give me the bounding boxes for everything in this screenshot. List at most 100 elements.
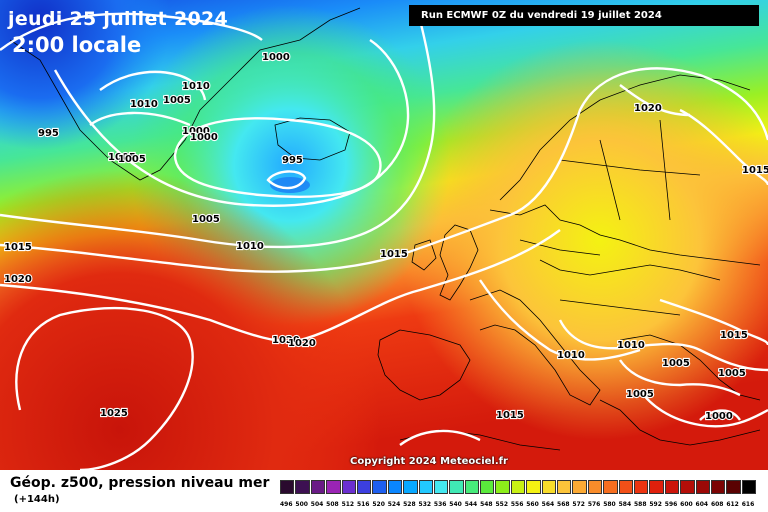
scale-tick-label: 528 [403,501,416,508]
scale-tick-label: 580 [603,501,616,508]
isobars [0,12,768,470]
isobar-label: 1005 [163,95,191,106]
color-swatch [449,480,464,494]
isobar-label: 1000 [705,411,733,422]
scale-cell: 560 [526,480,541,512]
color-swatch [418,480,433,494]
scale-tick-label: 616 [741,501,755,508]
weather-map: 1000 1010 1005 1010 995 1005 1000 1000 1… [0,0,768,470]
scale-cell: 584 [618,480,634,512]
scale-cell: 568 [557,480,572,512]
scale-cell: 552 [495,480,510,512]
scale-tick-label: 564 [541,501,555,508]
isobar-label: 1000 [262,52,290,63]
color-swatch [495,480,510,494]
scale-tick-label: 540 [449,501,462,508]
isobar-label: 1020 [634,103,662,114]
color-swatch [726,480,741,494]
isobar-label: 1005 [662,358,690,369]
scale-cell: 556 [510,480,526,512]
color-swatch [587,480,603,494]
color-swatch [341,480,356,494]
color-swatch [710,480,726,494]
color-swatch [618,480,633,494]
isobar-label: 1015 [4,242,32,253]
color-swatch [387,480,403,494]
scale-cell: 608 [710,480,726,512]
color-swatch [649,480,664,494]
scale-tick-label: 548 [480,501,493,508]
isobar-label: 1025 [100,408,128,419]
scale-cell: 540 [449,480,464,512]
scale-cell: 612 [726,480,741,512]
scale-tick-label: 544 [464,501,478,508]
scale-cell: 596 [664,480,680,512]
scale-tick-label: 572 [572,501,585,508]
scale-cell: 520 [372,480,387,512]
scale-cell: 508 [326,480,341,512]
isobar-label: 1015 [496,410,524,421]
scale-cell: 532 [418,480,434,512]
color-swatch [557,480,572,494]
color-scale: 496 500 504 508 512 516 520 524 528 532 536 540 544 5… [280,480,757,512]
scale-tick-label: 576 [587,501,601,508]
forecast-lead-time: (+144h) [14,494,60,505]
isobar-labels: 1000 1010 1005 1010 995 1005 1000 1000 1… [3,51,768,423]
color-swatch [280,480,295,494]
scale-tick-label: 496 [280,501,293,508]
scale-tick-label: 612 [726,501,739,508]
scale-tick-label: 520 [372,501,385,508]
scale-cell: 616 [741,480,757,512]
scale-cell: 580 [603,480,618,512]
color-swatch [572,480,587,494]
scale-tick-label: 504 [310,501,324,508]
scale-cell: 524 [387,480,403,512]
isobar-label: 1020 [4,274,32,285]
isobar-label: 995 [282,155,303,166]
color-swatch [526,480,541,494]
scale-cell: 548 [480,480,495,512]
scale-cell: 604 [695,480,711,512]
color-swatch [541,480,557,494]
scale-tick-label: 532 [418,501,432,508]
color-swatch [633,480,649,494]
scale-tick-label: 600 [680,501,693,508]
scale-tick-label: 592 [649,501,662,508]
isobar-label: 1010 [557,350,585,361]
scale-tick-label: 500 [295,501,308,508]
scale-cell: 496 [280,480,295,512]
scale-cell: 564 [541,480,557,512]
color-swatch [695,480,710,494]
isobar-label: 1015 [742,165,768,176]
isobar-label: 1010 [182,81,210,92]
isobar-label: 1010 [236,241,264,252]
color-swatch [664,480,680,494]
scale-tick-label: 568 [557,501,570,508]
scale-cell: 588 [633,480,649,512]
run-banner: Run ECMWF 0Z du vendredi 19 juillet 2024 [409,5,759,26]
isobar-label: 1015 [380,249,408,260]
isobar-label: 1005 [718,368,746,379]
scale-tick-label: 596 [664,501,678,508]
forecast-date: jeudi 25 juillet 2024 [8,8,229,30]
forecast-time: 2:00 locale [12,33,142,57]
isobar-label: 1000 [182,126,210,137]
scale-tick-label: 552 [495,501,508,508]
scale-cell: 512 [341,480,357,512]
scale-tick-label: 560 [526,501,539,508]
scale-cell: 600 [680,480,695,512]
scale-tick-label: 584 [618,501,632,508]
geopotential-field [0,0,768,470]
color-swatch [464,480,480,494]
scale-tick-label: 516 [356,501,370,508]
color-swatch [680,480,695,494]
scale-tick-label: 556 [510,501,524,508]
isobar-label: 1000 [190,132,218,143]
color-swatch [480,480,495,494]
color-swatch [326,480,341,494]
field-title: Géop. z500, pression niveau mer [10,475,270,491]
scale-tick-label: 524 [387,501,401,508]
legend-footer: Géop. z500, pression niveau mer (+144h) … [0,470,768,512]
isobar-label: 1005 [118,154,146,165]
color-swatch [741,480,757,494]
